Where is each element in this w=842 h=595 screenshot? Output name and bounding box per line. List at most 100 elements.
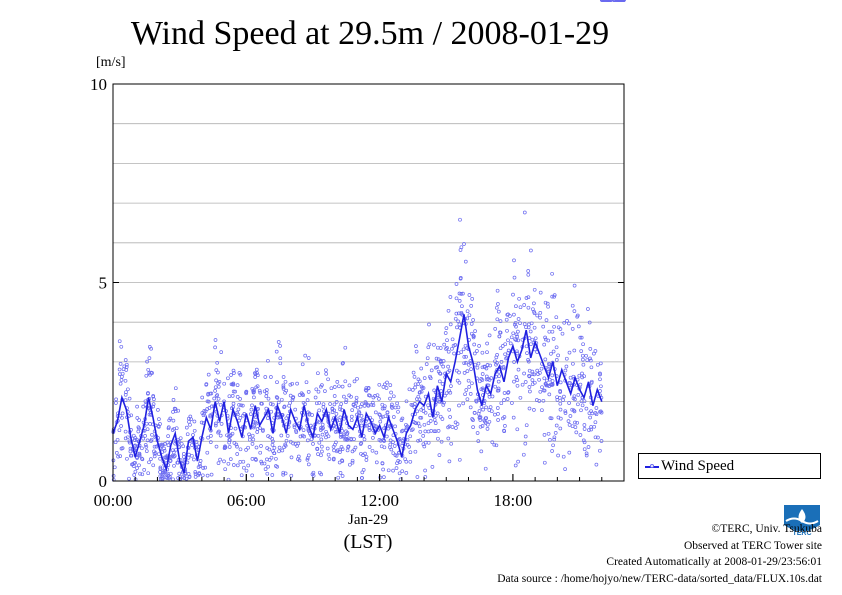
sample-point <box>522 371 526 376</box>
sample-point <box>241 459 246 464</box>
sample-point <box>147 412 152 417</box>
sample-point <box>161 468 166 473</box>
sample-point <box>210 404 214 409</box>
sample-point <box>413 382 418 387</box>
sample-point <box>257 388 262 393</box>
sample-point <box>459 245 464 250</box>
sample-point <box>416 382 420 386</box>
sample-point <box>516 329 520 334</box>
sample-point <box>177 471 182 476</box>
sample-point <box>516 367 521 372</box>
sample-point <box>394 453 399 458</box>
sample-point <box>385 410 390 415</box>
sample-point <box>512 275 517 280</box>
sample-point <box>441 403 446 407</box>
sample-point <box>459 310 464 315</box>
sample-point <box>313 395 318 400</box>
sample-point <box>226 376 230 381</box>
sample-point <box>502 391 507 395</box>
sample-point <box>158 465 163 470</box>
sample-point <box>514 304 518 309</box>
sample-point <box>137 426 141 431</box>
sample-point <box>532 372 537 377</box>
sample-point <box>528 329 533 334</box>
sample-point <box>137 418 141 422</box>
sample-point <box>423 468 427 473</box>
sample-point <box>496 412 500 416</box>
sample-point <box>213 338 218 342</box>
sample-point <box>281 383 286 388</box>
sample-point <box>407 387 412 392</box>
sample-point <box>252 424 257 428</box>
sample-point <box>209 472 214 477</box>
sample-point <box>143 399 148 404</box>
sample-point <box>598 361 603 366</box>
sample-point <box>467 313 472 318</box>
sample-point <box>506 312 510 317</box>
sample-point <box>471 425 475 429</box>
sample-point <box>118 381 123 386</box>
sample-point <box>428 419 433 423</box>
sample-point <box>305 438 310 443</box>
sample-point <box>369 402 374 407</box>
sample-point <box>307 411 312 416</box>
sample-point <box>518 321 522 326</box>
footer-credits: ©TERC, Univ. Tsukuba Observed at TERC To… <box>497 521 822 587</box>
x-tick-label: 06:00 <box>227 491 266 510</box>
sample-point <box>171 418 176 423</box>
sample-point <box>445 338 449 343</box>
sample-point <box>456 319 460 324</box>
sample-point <box>498 330 502 335</box>
sample-point <box>120 374 124 379</box>
sample-point <box>119 344 124 349</box>
sample-point <box>521 452 526 457</box>
sample-point <box>600 0 605 2</box>
sample-point <box>577 373 582 378</box>
sample-point <box>511 292 515 297</box>
sample-point <box>270 402 275 407</box>
sample-point <box>403 457 408 462</box>
sample-point <box>112 465 117 470</box>
sample-point <box>265 471 270 476</box>
sample-point <box>261 429 265 433</box>
sample-point <box>467 385 472 389</box>
sample-point <box>218 457 222 462</box>
sample-point <box>458 217 462 222</box>
sample-point <box>397 437 402 441</box>
sample-point <box>171 410 175 414</box>
sample-point <box>166 434 170 438</box>
sample-point <box>301 400 306 405</box>
sample-point <box>438 346 443 350</box>
sample-point <box>266 434 270 438</box>
sample-point <box>252 390 256 394</box>
sample-point <box>511 331 516 336</box>
sample-point <box>169 454 174 459</box>
sample-point <box>526 305 531 310</box>
sample-point <box>216 461 221 465</box>
sample-point <box>272 446 277 450</box>
sample-point <box>341 360 345 365</box>
terc-logo-icon <box>784 505 820 531</box>
footer-source: Data source : /home/hojyo/new/TERC-data/… <box>497 572 822 585</box>
sample-point <box>311 473 316 478</box>
sample-point <box>266 358 270 363</box>
sample-point <box>396 409 400 414</box>
sample-point <box>236 412 240 417</box>
sample-point <box>181 444 186 449</box>
sample-point <box>540 408 544 413</box>
sample-point <box>271 449 275 453</box>
sample-point <box>292 425 297 429</box>
sample-point <box>546 338 551 343</box>
sample-point <box>350 408 355 412</box>
sample-point <box>167 418 172 423</box>
sample-point <box>576 402 580 407</box>
sample-point <box>331 457 336 462</box>
sample-point <box>288 393 293 398</box>
sample-point <box>172 454 176 459</box>
sample-point <box>165 476 170 480</box>
sample-point <box>391 415 396 419</box>
sample-point <box>216 430 220 435</box>
sample-point <box>526 272 531 277</box>
sample-point <box>524 344 529 349</box>
sample-point <box>552 324 556 329</box>
